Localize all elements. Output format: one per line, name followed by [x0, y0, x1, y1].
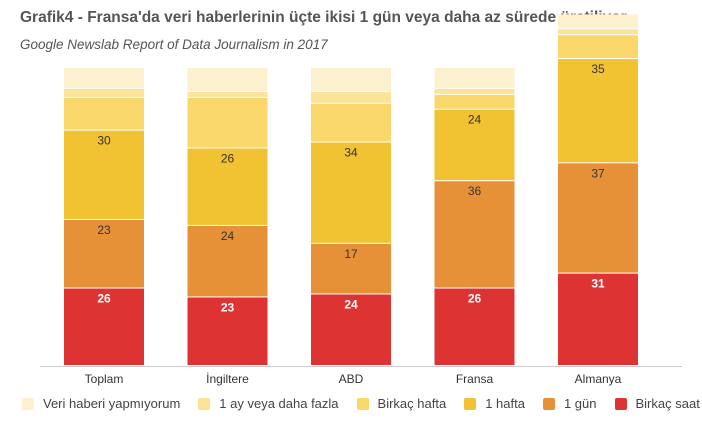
data-label-almanya-birkac-saat: 31 — [591, 277, 605, 291]
bar-segment-abd-veri-haberi-yapmiyorum — [311, 68, 391, 91]
stacked-bar-chart: 26 23 30 Toplam 23 24 26 İngiltere 24 17 34 ABD 26 36… — [40, 14, 682, 386]
bar-segment-i-ngiltere-1-ay-veya-daha-fazla — [187, 91, 268, 97]
bar-segment-almanya-birkac-saat — [558, 273, 638, 365]
bar-segment-abd-birkac-hafta — [311, 103, 391, 142]
legend-item-veri-haberi-yapmiyorum: Veri haberi yapmıyorum — [22, 396, 180, 411]
bar-segment-almanya-1-hafta — [558, 59, 638, 163]
data-label-fransa-1-gun: 36 — [468, 184, 482, 198]
bar-segment-abd-1-ay-veya-daha-fazla — [311, 91, 391, 103]
legend-label-1-gun: 1 gün — [563, 396, 597, 411]
data-label-i-ngiltere-1-gun: 24 — [221, 229, 235, 243]
legend-label-veri-haberi-yapmiyorum: Veri haberi yapmıyorum — [43, 396, 181, 411]
data-label-abd-1-hafta: 34 — [344, 146, 358, 160]
legend-item-1-ay-veya-daha-fazla: 1 ay veya daha fazla — [198, 396, 339, 411]
legend-item-birkac-saat: Birkaç saat — [614, 396, 700, 411]
x-tick-label-almanya: Almanya — [575, 372, 622, 386]
x-tick-label-toplam: Toplam — [85, 372, 124, 386]
data-label-fransa-birkac-saat: 26 — [468, 292, 482, 306]
bar-segment-fransa-birkac-hafta — [434, 94, 515, 109]
bar-segment-i-ngiltere-birkac-saat — [187, 297, 268, 365]
bar-segment-toplam-birkac-hafta — [64, 97, 144, 130]
data-label-abd-birkac-saat: 24 — [344, 297, 358, 311]
legend-swatch-birkac-saat — [614, 397, 627, 410]
bar-segment-almanya-veri-haberi-yapmiyorum — [558, 14, 638, 29]
chart-title: Grafik4 - Fransa'da veri haberlerinin üç… — [20, 9, 627, 26]
bar-segment-i-ngiltere-1-hafta — [187, 148, 268, 225]
bar-segment-fransa-veri-haberi-yapmiyorum — [434, 68, 515, 88]
bar-segment-i-ngiltere-birkac-hafta — [187, 97, 268, 148]
legend-label-1-ay-veya-daha-fazla: 1 ay veya daha fazla — [219, 396, 339, 411]
legend-swatch-1-gun — [542, 397, 555, 410]
legend-label-1-hafta: 1 hafta — [485, 396, 525, 411]
bar-segment-toplam-1-gun — [64, 219, 144, 288]
data-label-fransa-1-hafta: 24 — [468, 113, 482, 127]
legend-swatch-1-hafta — [464, 397, 477, 410]
data-label-almanya-1-hafta: 35 — [591, 62, 605, 76]
legend-swatch-birkac-hafta — [356, 397, 369, 410]
x-tick-label-fransa: Fransa — [456, 372, 494, 386]
data-label-toplam-1-hafta: 30 — [97, 134, 111, 148]
data-label-toplam-birkac-saat: 26 — [97, 292, 111, 306]
data-label-abd-1-gun: 17 — [344, 247, 358, 261]
legend-item-birkac-hafta: Birkaç hafta — [356, 396, 447, 411]
legend-swatch-1-ay-veya-daha-fazla — [198, 397, 211, 410]
bar-segment-fransa-1-hafta — [434, 109, 515, 181]
bar-segment-fransa-birkac-saat — [434, 288, 515, 365]
data-label-i-ngiltere-birkac-saat: 23 — [221, 300, 235, 314]
chart-legend: Veri haberi yapmıyorum 1 ay veya daha fa… — [22, 396, 702, 411]
data-label-almanya-1-gun: 37 — [591, 166, 605, 180]
chart-subtitle: Google Newslab Report of Data Journalism… — [20, 37, 328, 52]
bar-segment-almanya-1-gun — [558, 163, 638, 273]
legend-label-birkac-hafta: Birkaç hafta — [377, 396, 447, 411]
bar-segment-abd-1-gun — [311, 243, 391, 294]
bar-segment-fransa-1-ay-veya-daha-fazla — [434, 88, 515, 94]
x-tick-label-abd: ABD — [339, 372, 364, 386]
bar-segment-fransa-1-gun — [434, 181, 515, 288]
data-label-i-ngiltere-1-hafta: 26 — [221, 151, 235, 165]
bar-segment-almanya-1-ay-veya-daha-fazla — [558, 29, 638, 35]
bar-segment-almanya-birkac-hafta — [558, 35, 638, 59]
bar-segment-i-ngiltere-1-gun — [187, 225, 268, 297]
x-tick-label-i-ngiltere: İngiltere — [206, 372, 249, 386]
bar-segment-i-ngiltere-veri-haberi-yapmiyorum — [187, 68, 268, 91]
legend-item-1-hafta: 1 hafta — [464, 396, 525, 411]
legend-label-birkac-saat: Birkaç saat — [635, 396, 700, 411]
bar-segment-abd-birkac-saat — [311, 294, 391, 365]
data-label-toplam-1-gun: 23 — [97, 223, 111, 237]
legend-item-1-gun: 1 gün — [542, 396, 597, 411]
bar-segment-toplam-birkac-saat — [64, 288, 144, 365]
legend-swatch-veri-haberi-yapmiyorum — [22, 397, 34, 410]
bar-segment-abd-1-hafta — [311, 142, 391, 243]
bar-segment-toplam-1-hafta — [64, 130, 144, 219]
bar-segment-toplam-veri-haberi-yapmiyorum — [64, 68, 144, 88]
bar-segment-toplam-1-ay-veya-daha-fazla — [64, 88, 144, 97]
